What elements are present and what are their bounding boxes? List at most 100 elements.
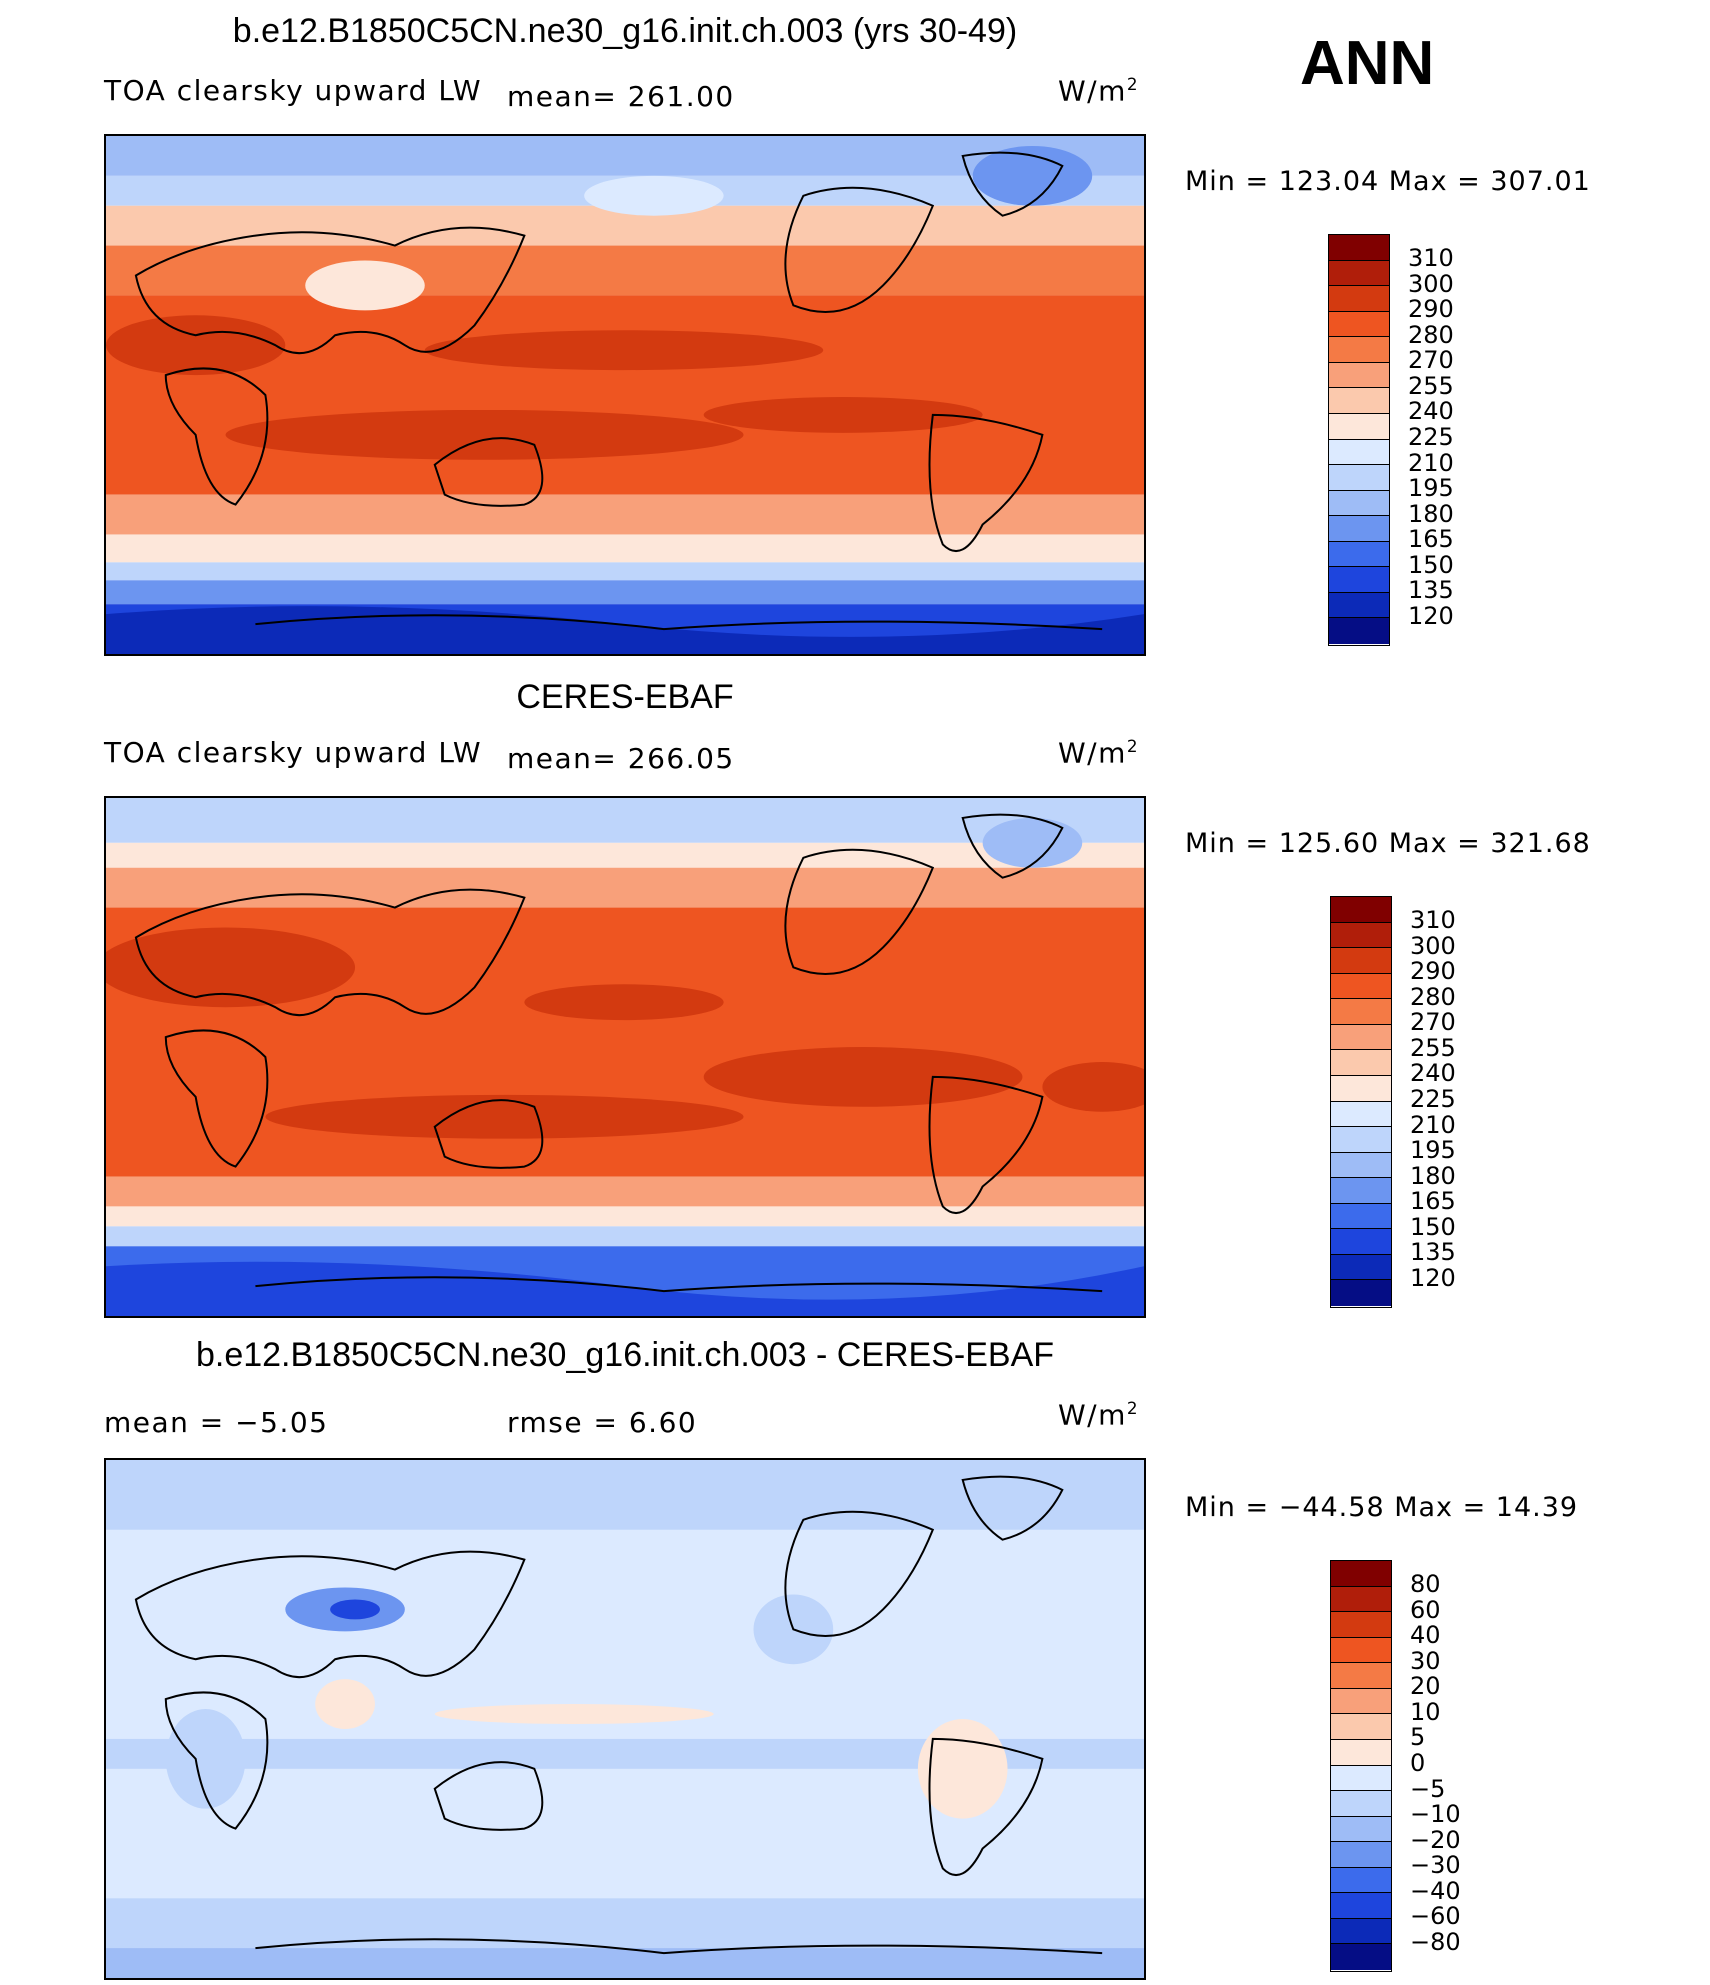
colorbar-level-label: 225 (1408, 422, 1454, 451)
colorbar-box (1331, 1152, 1391, 1179)
colorbar-level-label: 240 (1408, 397, 1454, 426)
panel-1-mean: mean= 261.00 (507, 80, 735, 113)
colorbar-box (1331, 1075, 1391, 1102)
colorbar-box (1331, 1842, 1391, 1868)
colorbar-level-label: −40 (1410, 1876, 1461, 1905)
colorbar-level-label: 5 (1410, 1723, 1426, 1752)
colorbar-level-label: 225 (1410, 1084, 1456, 1113)
panel-3-map (104, 1458, 1146, 1980)
colorbar-box (1331, 1637, 1391, 1664)
colorbar-box (1331, 948, 1391, 974)
panel-3-colorbar (1330, 1560, 1392, 1972)
colorbar-level-label: 280 (1408, 320, 1454, 349)
colorbar-box (1331, 1229, 1391, 1255)
colorbar-level-label: 270 (1410, 1008, 1456, 1037)
colorbar-level-label: 210 (1410, 1110, 1456, 1139)
colorbar-box (1331, 1024, 1391, 1051)
colorbar-box (1331, 1280, 1391, 1306)
colorbar-box (1331, 1714, 1391, 1740)
colorbar-box (1331, 1203, 1391, 1230)
panel-2-field (106, 798, 1144, 1316)
colorbar-level-label: 20 (1410, 1672, 1441, 1701)
panel-3-units: W/m2 (1058, 1398, 1140, 1432)
colorbar-box (1329, 465, 1389, 491)
colorbar-box (1329, 235, 1389, 261)
colorbar-level-label: 150 (1410, 1212, 1456, 1241)
colorbar-level-label: 165 (1408, 525, 1454, 554)
colorbar-box (1329, 592, 1389, 619)
colorbar-box (1331, 973, 1391, 1000)
panel-3-min-max: Min = −44.58 Max = 14.39 (1185, 1492, 1579, 1523)
panel-1-units: W/m2 (1058, 74, 1140, 108)
colorbar-level-label: −80 (1410, 1927, 1461, 1956)
colorbar-level-label: 290 (1410, 957, 1456, 986)
colorbar-box (1331, 1254, 1391, 1281)
colorbar-level-label: 240 (1410, 1059, 1456, 1088)
colorbar-box (1329, 286, 1389, 312)
colorbar-box (1331, 1893, 1391, 1919)
colorbar-box (1331, 897, 1391, 923)
colorbar-level-label: 280 (1410, 982, 1456, 1011)
colorbar-level-label: −10 (1410, 1800, 1461, 1829)
colorbar-box (1331, 1791, 1391, 1817)
colorbar-level-label: 180 (1408, 499, 1454, 528)
colorbar-level-label: 40 (1410, 1621, 1441, 1650)
colorbar-level-label: 195 (1408, 474, 1454, 503)
panel-2-units: W/m2 (1058, 736, 1140, 770)
colorbar-box (1331, 999, 1391, 1025)
panel-1-colorbar (1328, 234, 1390, 646)
panel-3-rmse: rmse = 6.60 (507, 1406, 698, 1439)
colorbar-box (1331, 1663, 1391, 1689)
season-label: ANN (1300, 29, 1435, 98)
colorbar-box (1329, 490, 1389, 517)
colorbar-level-label: 270 (1408, 346, 1454, 375)
colorbar-box (1329, 362, 1389, 389)
colorbar-level-label: 310 (1408, 244, 1454, 272)
colorbar-level-label: 60 (1410, 1595, 1441, 1624)
colorbar-box (1329, 567, 1389, 593)
colorbar-level-label: 150 (1408, 550, 1454, 579)
colorbar-box (1329, 311, 1389, 338)
colorbar-box (1331, 1918, 1391, 1945)
colorbar-box (1331, 1050, 1391, 1076)
colorbar-level-label: 120 (1408, 601, 1454, 630)
colorbar-level-label: 255 (1408, 371, 1454, 400)
panel-2-colorbar (1330, 896, 1392, 1308)
colorbar-level-label: −20 (1410, 1825, 1461, 1854)
colorbar-box (1329, 541, 1389, 568)
colorbar-box (1331, 1944, 1391, 1970)
colorbar-box (1329, 260, 1389, 287)
colorbar-box (1331, 1586, 1391, 1613)
colorbar-level-label: 165 (1410, 1187, 1456, 1216)
panel-1-field (106, 136, 1144, 654)
colorbar-box (1329, 413, 1389, 440)
colorbar-box (1331, 1101, 1391, 1128)
panel-2-variable-label: TOA clearsky upward LW (104, 736, 483, 769)
colorbar-box (1331, 1612, 1391, 1638)
colorbar-level-label: 310 (1410, 906, 1456, 934)
colorbar-level-label: 0 (1410, 1748, 1426, 1777)
panel-3-field (106, 1460, 1144, 1978)
colorbar-box (1329, 516, 1389, 542)
colorbar-level-label: 290 (1408, 295, 1454, 324)
colorbar-level-label: 135 (1410, 1238, 1456, 1267)
colorbar-box (1329, 439, 1389, 466)
colorbar-box (1331, 1561, 1391, 1587)
colorbar-level-label: 30 (1410, 1646, 1441, 1675)
panel-2-title: CERES-EBAF (516, 678, 734, 716)
colorbar-level-label: 10 (1410, 1697, 1441, 1726)
panel-2-min-max: Min = 125.60 Max = 321.68 (1185, 828, 1591, 859)
panel-1-title: b.e12.B1850C5CN.ne30_g16.init.ch.003 (yr… (232, 12, 1018, 50)
colorbar-box (1331, 922, 1391, 949)
colorbar-level-label: 180 (1410, 1161, 1456, 1190)
colorbar-level-label: −5 (1410, 1774, 1446, 1803)
panel-1-map (104, 134, 1146, 656)
colorbar-box (1331, 1765, 1391, 1792)
colorbar-level-label: 255 (1410, 1033, 1456, 1062)
colorbar-level-label: 300 (1410, 931, 1456, 960)
panel-3-mean: mean = −5.05 (104, 1406, 329, 1439)
panel-3-title: b.e12.B1850C5CN.ne30_g16.init.ch.003 - C… (195, 1336, 1055, 1374)
panel-1-variable-label: TOA clearsky upward LW (104, 74, 483, 107)
colorbar-box (1329, 337, 1389, 363)
colorbar-level-label: 210 (1408, 448, 1454, 477)
